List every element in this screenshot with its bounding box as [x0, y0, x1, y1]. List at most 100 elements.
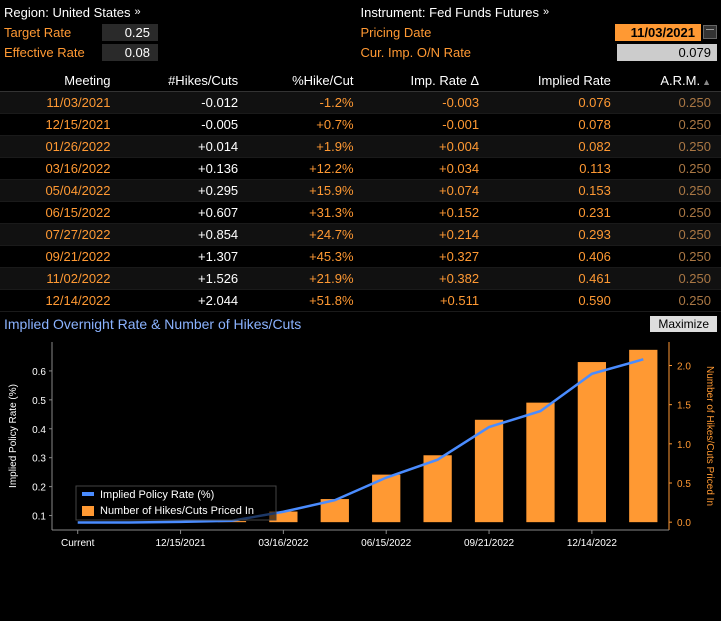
table-cell: 0.078: [489, 114, 621, 136]
svg-text:0.4: 0.4: [32, 425, 46, 436]
table-cell: 0.250: [621, 246, 721, 268]
table-cell: -1.2%: [248, 92, 363, 114]
svg-text:Implied Policy Rate (%): Implied Policy Rate (%): [8, 384, 19, 488]
table-cell: 11/03/2021: [0, 92, 121, 114]
table-cell: +0.136: [121, 158, 249, 180]
table-cell: +51.8%: [248, 290, 363, 312]
table-cell: 0.153: [489, 180, 621, 202]
column-header[interactable]: Imp. Rate Δ: [364, 70, 490, 92]
svg-text:0.1: 0.1: [32, 512, 46, 523]
table-row: 01/26/2022+0.014+1.9%+0.0040.0820.250: [0, 136, 721, 158]
table-cell: 0.250: [621, 202, 721, 224]
instrument-value[interactable]: Fed Funds Futures: [429, 5, 539, 20]
table-cell: +45.3%: [248, 246, 363, 268]
table-cell: 0.250: [621, 290, 721, 312]
table-cell: +1.307: [121, 246, 249, 268]
table-cell: +15.9%: [248, 180, 363, 202]
region-label: Region:: [4, 5, 49, 20]
svg-text:0.5: 0.5: [32, 396, 46, 407]
table-cell: 0.250: [621, 158, 721, 180]
table-cell: 0.461: [489, 268, 621, 290]
table-body: 11/03/2021-0.012-1.2%-0.0030.0760.25012/…: [0, 92, 721, 312]
table-cell: +0.511: [364, 290, 490, 312]
rate-chart: 0.10.20.30.40.50.60.00.51.01.52.0Current…: [4, 334, 717, 564]
svg-text:09/21/2022: 09/21/2022: [464, 538, 514, 549]
table-row: 11/03/2021-0.012-1.2%-0.0030.0760.250: [0, 92, 721, 114]
table-cell: 0.250: [621, 268, 721, 290]
svg-text:2.0: 2.0: [677, 362, 691, 373]
svg-text:1.0: 1.0: [677, 440, 691, 451]
table-cell: +0.014: [121, 136, 249, 158]
effective-rate-value: 0.08: [102, 44, 158, 61]
table-cell: 0.082: [489, 136, 621, 158]
svg-text:0.5: 0.5: [677, 479, 691, 490]
table-row: 12/15/2021-0.005+0.7%-0.0010.0780.250: [0, 114, 721, 136]
table-cell: 12/14/2022: [0, 290, 121, 312]
table-cell: +12.2%: [248, 158, 363, 180]
table-cell: +21.9%: [248, 268, 363, 290]
table-cell: 03/16/2022: [0, 158, 121, 180]
pricing-date-input[interactable]: 11/03/2021: [615, 24, 701, 41]
table-header-row: Meeting#Hikes/Cuts%Hike/CutImp. Rate ΔIm…: [0, 70, 721, 92]
svg-text:Current: Current: [61, 538, 95, 549]
table-cell: -0.003: [364, 92, 490, 114]
table-cell: +31.3%: [248, 202, 363, 224]
table-cell: 0.250: [621, 180, 721, 202]
table-cell: 0.250: [621, 224, 721, 246]
target-rate-value: 0.25: [102, 24, 158, 41]
table-cell: +0.607: [121, 202, 249, 224]
maximize-button[interactable]: Maximize: [650, 316, 717, 332]
column-header[interactable]: Meeting: [0, 70, 121, 92]
svg-text:12/15/2021: 12/15/2021: [156, 538, 206, 549]
svg-text:12/14/2022: 12/14/2022: [567, 538, 617, 549]
svg-text:0.6: 0.6: [32, 367, 46, 378]
table-cell: +0.214: [364, 224, 490, 246]
table-cell: +0.152: [364, 202, 490, 224]
column-header[interactable]: Implied Rate: [489, 70, 621, 92]
table-cell: +0.382: [364, 268, 490, 290]
table-cell: 0.590: [489, 290, 621, 312]
calendar-icon[interactable]: [703, 25, 717, 39]
table-cell: 11/02/2022: [0, 268, 121, 290]
target-rate-label: Target Rate: [4, 25, 94, 40]
table-cell: +0.074: [364, 180, 490, 202]
svg-text:06/15/2022: 06/15/2022: [361, 538, 411, 549]
table-cell: +0.7%: [248, 114, 363, 136]
svg-text:0.3: 0.3: [32, 454, 46, 465]
table-row: 07/27/2022+0.854+24.7%+0.2140.2930.250: [0, 224, 721, 246]
table-cell: 0.293: [489, 224, 621, 246]
table-row: 09/21/2022+1.307+45.3%+0.3270.4060.250: [0, 246, 721, 268]
table-row: 03/16/2022+0.136+12.2%+0.0340.1130.250: [0, 158, 721, 180]
region-value[interactable]: United States: [52, 5, 130, 20]
table-row: 05/04/2022+0.295+15.9%+0.0740.1530.250: [0, 180, 721, 202]
table-cell: +0.034: [364, 158, 490, 180]
table-cell: +0.004: [364, 136, 490, 158]
table-cell: +24.7%: [248, 224, 363, 246]
instrument-label: Instrument:: [361, 5, 426, 20]
table-cell: 0.250: [621, 92, 721, 114]
effective-rate-label: Effective Rate: [4, 45, 94, 60]
table-cell: +0.295: [121, 180, 249, 202]
table-cell: 07/27/2022: [0, 224, 121, 246]
table-cell: -0.012: [121, 92, 249, 114]
pricing-date-label: Pricing Date: [361, 25, 501, 40]
table-cell: 09/21/2022: [0, 246, 121, 268]
table-cell: 0.231: [489, 202, 621, 224]
column-header[interactable]: A.R.M.▲: [621, 70, 721, 92]
table-cell: 05/04/2022: [0, 180, 121, 202]
table-row: 12/14/2022+2.044+51.8%+0.5110.5900.250: [0, 290, 721, 312]
svg-text:0.0: 0.0: [677, 518, 691, 529]
table-row: 06/15/2022+0.607+31.3%+0.1520.2310.250: [0, 202, 721, 224]
column-header[interactable]: %Hike/Cut: [248, 70, 363, 92]
table-cell: 0.250: [621, 114, 721, 136]
svg-text:1.5: 1.5: [677, 401, 691, 412]
table-cell: +2.044: [121, 290, 249, 312]
svg-text:Number of Hikes/Cuts Priced In: Number of Hikes/Cuts Priced In: [704, 366, 715, 506]
column-header[interactable]: #Hikes/Cuts: [121, 70, 249, 92]
table-cell: 0.406: [489, 246, 621, 268]
chevron-icon: »: [543, 6, 549, 18]
chart-title: Implied Overnight Rate & Number of Hikes…: [4, 316, 301, 332]
table-cell: 0.113: [489, 158, 621, 180]
table-cell: +0.327: [364, 246, 490, 268]
svg-text:Implied Policy Rate (%): Implied Policy Rate (%): [100, 489, 214, 501]
